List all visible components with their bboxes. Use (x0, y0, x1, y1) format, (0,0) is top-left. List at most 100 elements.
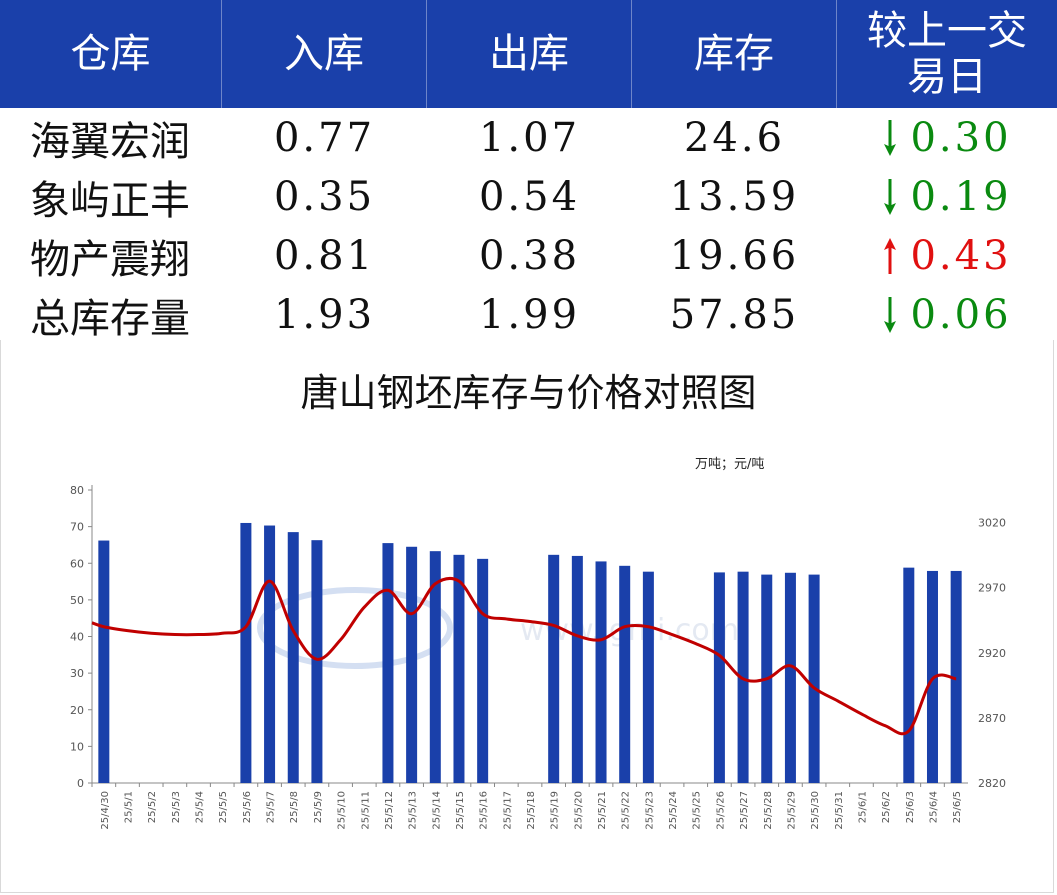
inventory-bar (264, 525, 276, 783)
x-tick-label: 25/5/23 (644, 791, 655, 830)
x-tick-label: 25/5/10 (337, 791, 348, 830)
header-outbound: 出库 (427, 0, 632, 108)
outbound-value: 0.38 (478, 232, 581, 279)
x-tick-label: 25/5/13 (408, 791, 419, 830)
x-tick-label: 25/6/5 (952, 791, 963, 823)
change-cell: 0.43 (837, 233, 1057, 279)
arrow-up-icon (884, 237, 897, 274)
change-cell: 0.06 (837, 292, 1057, 338)
stock-value: 13.59 (669, 173, 800, 220)
inventory-bar (571, 555, 583, 783)
change-cell: 0.30 (837, 115, 1057, 161)
y-right-tick-label: 2820 (978, 777, 1006, 790)
x-tick-label: 25/5/31 (834, 791, 845, 830)
inventory-bar (98, 540, 110, 783)
x-tick-label: 25/5/3 (171, 791, 182, 823)
outbound-value: 1.07 (478, 114, 581, 161)
header-inbound: 入库 (222, 0, 427, 108)
y-left-tick-label: 10 (70, 740, 84, 753)
x-tick-label: 25/5/4 (195, 791, 206, 823)
inventory-bar (429, 551, 441, 783)
chart-title: 唐山钢坯库存与价格对照图 (300, 371, 757, 415)
x-tick-label: 25/5/22 (621, 791, 632, 830)
table-body: 海翼宏润 0.77 1.07 24.6 0.30 象屿正丰 0.35 0.54 13.59 0.1… (0, 108, 1057, 344)
y-left-tick-label: 80 (70, 484, 84, 497)
x-tick-label: 25/5/8 (289, 791, 300, 823)
table-row: 海翼宏润 0.77 1.07 24.6 0.30 (0, 108, 1057, 167)
stock-value: 24.6 (683, 114, 786, 161)
x-tick-label: 25/5/19 (550, 791, 561, 830)
x-tick-label: 25/5/26 (715, 791, 726, 830)
inventory-bar (619, 565, 631, 783)
inventory-bar (642, 571, 654, 783)
x-tick-label: 25/5/28 (763, 791, 774, 830)
x-tick-label: 25/5/11 (360, 791, 371, 830)
x-tick-label: 25/5/12 (384, 791, 395, 830)
y-right-tick-label: 2920 (978, 647, 1006, 660)
table-row: 象屿正丰 0.35 0.54 13.59 0.19 (0, 167, 1057, 226)
table-row: 物产震翔 0.81 0.38 19.66 0.43 (0, 226, 1057, 285)
x-tick-label: 25/5/29 (786, 791, 797, 830)
arrow-down-icon (884, 296, 897, 333)
header-change: 较上一交易日 (867, 8, 1027, 100)
x-tick-label: 25/5/18 (526, 791, 537, 830)
x-tick-label: 25/6/2 (881, 791, 892, 823)
inventory-bar (453, 554, 465, 783)
inventory-table: 仓库 入库 出库 库存 较上一交易日 海翼宏润 0.77 1.07 24.6 0.30 象… (0, 0, 1057, 344)
inventory-bar (903, 567, 915, 783)
inventory-bar (287, 532, 299, 783)
y-left-tick-label: 20 (70, 704, 84, 717)
x-tick-label: 25/5/20 (573, 791, 584, 830)
inventory-bar (406, 546, 418, 783)
change-value: 0.30 (910, 114, 1012, 161)
x-tick-label: 25/5/1 (124, 791, 135, 823)
outbound-value: 0.54 (478, 173, 581, 220)
inbound-value: 1.93 (273, 291, 376, 338)
header-stock: 库存 (632, 0, 837, 108)
outbound-value: 1.99 (478, 291, 581, 338)
x-tick-label: 25/5/6 (242, 791, 253, 823)
x-tick-label: 25/5/21 (597, 791, 608, 830)
x-tick-label: 25/5/14 (431, 791, 442, 830)
table-row: 总库存量 1.93 1.99 57.85 0.06 (0, 285, 1057, 344)
x-tick-label: 25/5/24 (668, 791, 679, 830)
inventory-price-chart: 万吨；元/吨 www.lgmi.com 0 10 20 30 40 50 60 70 80 2820 2… (70, 457, 1006, 830)
inventory-bar (382, 543, 394, 783)
x-tick-label: 25/5/30 (810, 791, 821, 830)
y-right-tick-label: 3020 (978, 517, 1006, 530)
y-left-tick-label: 40 (70, 631, 84, 644)
warehouse-name: 总库存量 (30, 295, 190, 342)
x-tick-label: 25/5/16 (479, 791, 490, 830)
header-warehouse: 仓库 (0, 0, 222, 108)
x-tick-label: 25/6/3 (905, 791, 916, 823)
y-right-tick-label: 2870 (978, 712, 1006, 725)
inbound-value: 0.81 (273, 232, 376, 279)
x-tick-label: 25/5/25 (692, 791, 703, 830)
y-right-tick-label: 2970 (978, 582, 1006, 595)
y-left-tick-label: 0 (77, 777, 84, 790)
arrow-down-icon (884, 178, 897, 215)
inventory-bar (950, 570, 962, 783)
watermark: www.lgmi.com (257, 587, 739, 669)
price-line (91, 576, 957, 736)
inventory-bar (713, 572, 725, 783)
inventory-bar (311, 540, 323, 783)
x-tick-label: 25/5/17 (502, 791, 513, 830)
x-tick-label: 25/5/27 (739, 791, 750, 830)
inventory-bar (477, 558, 489, 783)
unit-label: 万吨；元/吨 (695, 457, 764, 472)
warehouse-name: 物产震翔 (30, 236, 190, 283)
y-left-tick-label: 30 (70, 667, 84, 680)
warehouse-name: 海翼宏润 (30, 118, 190, 165)
inventory-bar (784, 572, 796, 783)
inbound-value: 0.77 (273, 114, 376, 161)
table-header: 仓库 入库 出库 库存 较上一交易日 (0, 0, 1057, 108)
warehouse-name: 象屿正丰 (30, 177, 190, 224)
change-value: 0.19 (910, 173, 1012, 220)
x-tick-label: 25/5/5 (218, 791, 229, 823)
inventory-bar (808, 574, 820, 783)
y-left-tick-label: 70 (70, 521, 84, 534)
x-tick-label: 25/5/9 (313, 791, 324, 823)
change-value: 0.06 (910, 291, 1012, 338)
stock-value: 19.66 (669, 232, 800, 279)
